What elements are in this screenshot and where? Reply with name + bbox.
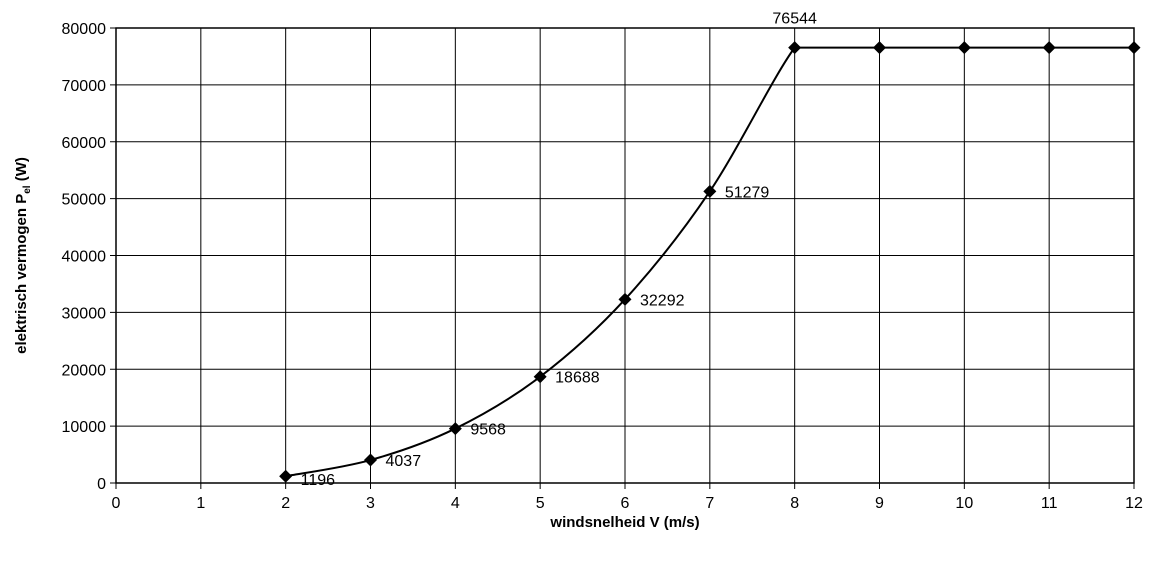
x-tick-label: 11: [1041, 495, 1058, 512]
x-tick-label: 7: [705, 495, 714, 512]
x-axis-ticks: 0 1 2 3 4 5 6 7 8 9 10 11 12: [112, 483, 1143, 512]
y-tick-label: 20000: [62, 362, 107, 379]
data-point-marker: [703, 184, 717, 198]
y-axis-title-subscript: el: [22, 185, 33, 194]
y-tick-label: 80000: [62, 21, 107, 38]
data-point-marker: [364, 453, 377, 467]
y-tick-label: 70000: [62, 78, 107, 95]
y-tick-label: 10000: [62, 419, 107, 436]
grid: [115, 27, 1135, 484]
data-point-marker: [618, 292, 632, 306]
data-point-marker: [1042, 41, 1056, 55]
data-labels: 1196 4037 9568 18688 32292 51279 76544: [301, 11, 817, 490]
y-tick-label: 60000: [62, 135, 107, 152]
data-point-marker: [873, 41, 886, 55]
y-tick-label: 30000: [62, 305, 107, 322]
x-axis-title: windsnelheid V (m/s): [549, 514, 699, 531]
data-point-marker: [533, 370, 547, 384]
x-tick-label: 2: [281, 495, 290, 512]
x-tick-label: 5: [536, 495, 545, 512]
y-tick-label: 0: [97, 476, 106, 493]
y-axis-ticks: 0 10000 20000 30000 40000 50000 60000 70000 8000…: [62, 21, 116, 493]
x-tick-label: 12: [1125, 495, 1143, 512]
y-tick-label: 50000: [62, 192, 107, 209]
y-tick-label: 40000: [62, 249, 107, 266]
x-tick-label: 8: [790, 495, 799, 512]
series-markers: [279, 41, 1141, 483]
x-tick-label: 9: [875, 495, 884, 512]
y-axis-title-main: elektrisch vermogen P: [13, 194, 30, 354]
y-axis-title: elektrisch vermogen Pel (W): [13, 157, 33, 354]
x-tick-label: 4: [451, 495, 460, 512]
data-label: 4037: [386, 453, 422, 470]
x-tick-label: 10: [955, 495, 973, 512]
x-tick-label: 0: [112, 495, 121, 512]
x-tick-label: 3: [366, 495, 375, 512]
data-label: 9568: [470, 422, 506, 439]
x-tick-label: 6: [621, 495, 630, 512]
data-label: 1196: [301, 472, 336, 489]
x-tick-label: 1: [196, 495, 205, 512]
data-point-marker: [1127, 41, 1141, 55]
data-label: 76544: [772, 11, 817, 28]
data-point-marker: [448, 422, 462, 436]
y-axis-title-suffix: (W): [13, 157, 30, 185]
data-point-marker: [788, 41, 802, 55]
data-point-marker: [957, 41, 971, 55]
series-line: [285, 46, 1134, 478]
data-label: 18688: [555, 370, 600, 387]
data-label: 32292: [640, 292, 685, 309]
data-point-marker: [279, 469, 293, 483]
data-label: 51279: [725, 184, 770, 201]
